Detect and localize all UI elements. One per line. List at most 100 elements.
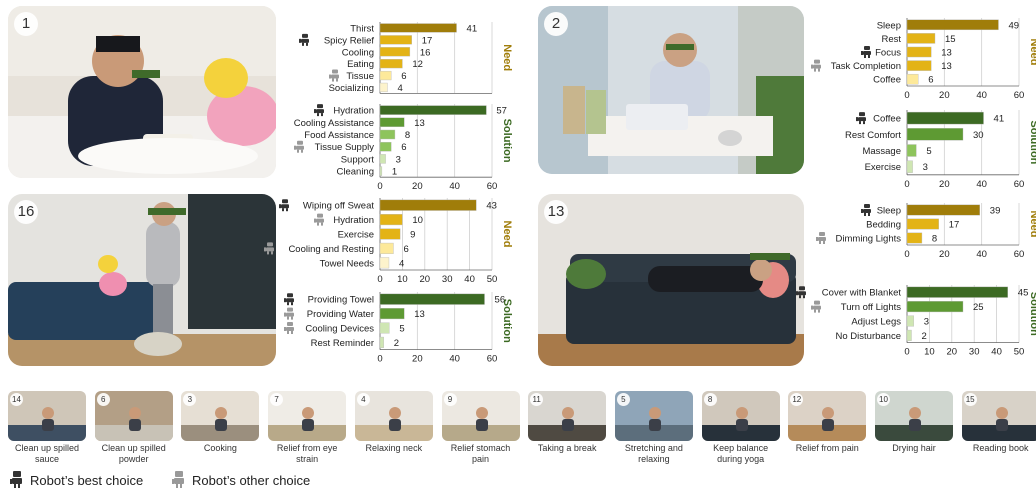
bar-value-label: 2 bbox=[921, 331, 926, 342]
bar-value-label: 39 bbox=[990, 206, 1001, 217]
category-label: Coffee bbox=[873, 75, 901, 86]
bar bbox=[379, 59, 403, 69]
robot-other-icon bbox=[284, 322, 294, 334]
scenario-thumbnail: 11 Taking a break bbox=[528, 391, 607, 454]
category-label: Cooling Assistance bbox=[294, 118, 374, 129]
category-label: Providing Water bbox=[307, 309, 374, 320]
category-label: Rest bbox=[881, 34, 901, 45]
side-label: Need bbox=[501, 44, 513, 71]
category-label: Eating bbox=[347, 59, 374, 70]
bar bbox=[379, 70, 392, 81]
thumbnail-number: 14 bbox=[10, 393, 23, 406]
bar bbox=[906, 46, 932, 58]
bar bbox=[379, 105, 487, 115]
side-label: Need bbox=[1028, 211, 1036, 238]
tick-label: 20 bbox=[939, 90, 950, 101]
scenario-thumbnail: 12 Relief from pain bbox=[788, 391, 867, 454]
bar bbox=[379, 47, 411, 57]
bar bbox=[379, 199, 477, 211]
photo-panel-13: 13 bbox=[538, 194, 804, 366]
robot-other-icon bbox=[329, 69, 339, 82]
category-label: Bedding bbox=[866, 220, 901, 231]
thumbnail-image: 14 bbox=[8, 391, 86, 441]
tick-label: 0 bbox=[904, 90, 909, 101]
bar bbox=[906, 301, 964, 313]
tick-label: 20 bbox=[947, 347, 958, 358]
category-label: Sleep bbox=[877, 206, 901, 217]
bar-value-label: 3 bbox=[396, 154, 401, 165]
tick-label: 0 bbox=[904, 249, 909, 260]
category-label: Cleaning bbox=[337, 167, 375, 178]
category-label: No Disturbance bbox=[836, 331, 901, 342]
category-label: Socializing bbox=[329, 83, 374, 94]
bar bbox=[379, 35, 412, 45]
bar-value-label: 13 bbox=[941, 48, 952, 59]
thumbnail-image: 11 bbox=[528, 391, 607, 441]
category-label: Towel Needs bbox=[320, 258, 375, 269]
category-label: Spicy Relief bbox=[324, 35, 375, 46]
bar bbox=[906, 160, 913, 173]
bar-value-label: 5 bbox=[926, 146, 931, 157]
legend-other-label: Robot’s other choice bbox=[192, 473, 311, 488]
category-label: Adjust Legs bbox=[851, 317, 901, 328]
thumbnail-image: 7 bbox=[268, 391, 347, 441]
category-label: Focus bbox=[875, 48, 901, 59]
bar-value-label: 6 bbox=[403, 244, 408, 255]
bar bbox=[906, 232, 923, 244]
tick-label: 50 bbox=[1014, 347, 1025, 358]
bar-value-label: 43 bbox=[486, 201, 497, 212]
thumbnail-image: 3 bbox=[181, 391, 260, 441]
tick-label: 40 bbox=[976, 249, 987, 260]
scenario-thumbnail: 3 Cooking bbox=[181, 391, 260, 454]
thumbnail-caption: Keep balance during yoga bbox=[713, 443, 769, 464]
bar bbox=[379, 154, 386, 164]
bar bbox=[379, 214, 403, 226]
category-label: Coffee bbox=[873, 114, 901, 125]
thumbnail-number: 5 bbox=[616, 393, 630, 406]
bar bbox=[379, 257, 390, 269]
tick-label: 0 bbox=[377, 354, 382, 365]
tick-label: 30 bbox=[442, 274, 453, 285]
category-label: Thirst bbox=[350, 23, 374, 34]
tick-label: 0 bbox=[904, 179, 909, 190]
tick-label: 10 bbox=[397, 274, 408, 285]
category-label: Task Completion bbox=[831, 61, 901, 72]
category-label: Providing Towel bbox=[308, 295, 374, 306]
bar bbox=[906, 218, 939, 230]
category-label: Cooling Devices bbox=[305, 324, 374, 335]
bar-value-label: 25 bbox=[973, 302, 984, 313]
tick-label: 60 bbox=[487, 354, 498, 365]
robot-other-icon bbox=[811, 300, 821, 313]
bar-value-label: 8 bbox=[932, 234, 937, 245]
category-label: Cover with Blanket bbox=[822, 288, 902, 299]
tick-label: 20 bbox=[412, 181, 423, 192]
tick-label: 20 bbox=[412, 354, 423, 365]
tick-label: 0 bbox=[377, 274, 382, 285]
tick-label: 40 bbox=[976, 179, 987, 190]
thumbnail-number: 6 bbox=[96, 393, 110, 406]
category-label: Food Assistance bbox=[304, 130, 374, 141]
thumbnail-caption: Clean up spilled powder bbox=[101, 443, 166, 464]
tick-label: 20 bbox=[939, 249, 950, 260]
panel-number: 2 bbox=[544, 12, 568, 36]
bar-value-label: 17 bbox=[949, 220, 960, 231]
scenario-thumbnail: 9 Relief stomach pain bbox=[441, 391, 520, 465]
tick-label: 40 bbox=[976, 90, 987, 101]
robot-best-icon bbox=[861, 204, 871, 216]
scenario-thumbnail: 6 Clean up spilled powder bbox=[94, 391, 173, 465]
bar-value-label: 2 bbox=[394, 338, 399, 349]
bar-value-label: 41 bbox=[467, 23, 478, 34]
tick-label: 50 bbox=[487, 274, 498, 285]
robot-best-icon bbox=[284, 293, 294, 306]
tick-label: 40 bbox=[449, 181, 460, 192]
bar-value-label: 56 bbox=[495, 295, 506, 306]
tick-label: 20 bbox=[420, 274, 431, 285]
bar bbox=[906, 315, 914, 327]
side-label: Need bbox=[501, 221, 513, 248]
thumbnail-number: 12 bbox=[790, 393, 804, 406]
tick-label: 40 bbox=[991, 347, 1002, 358]
thumbnail-number: 10 bbox=[877, 393, 890, 406]
thumbnail-image: 9 bbox=[441, 391, 520, 441]
category-label: Tissue Supply bbox=[315, 142, 375, 153]
photo-panel-16: 16 bbox=[8, 194, 276, 366]
